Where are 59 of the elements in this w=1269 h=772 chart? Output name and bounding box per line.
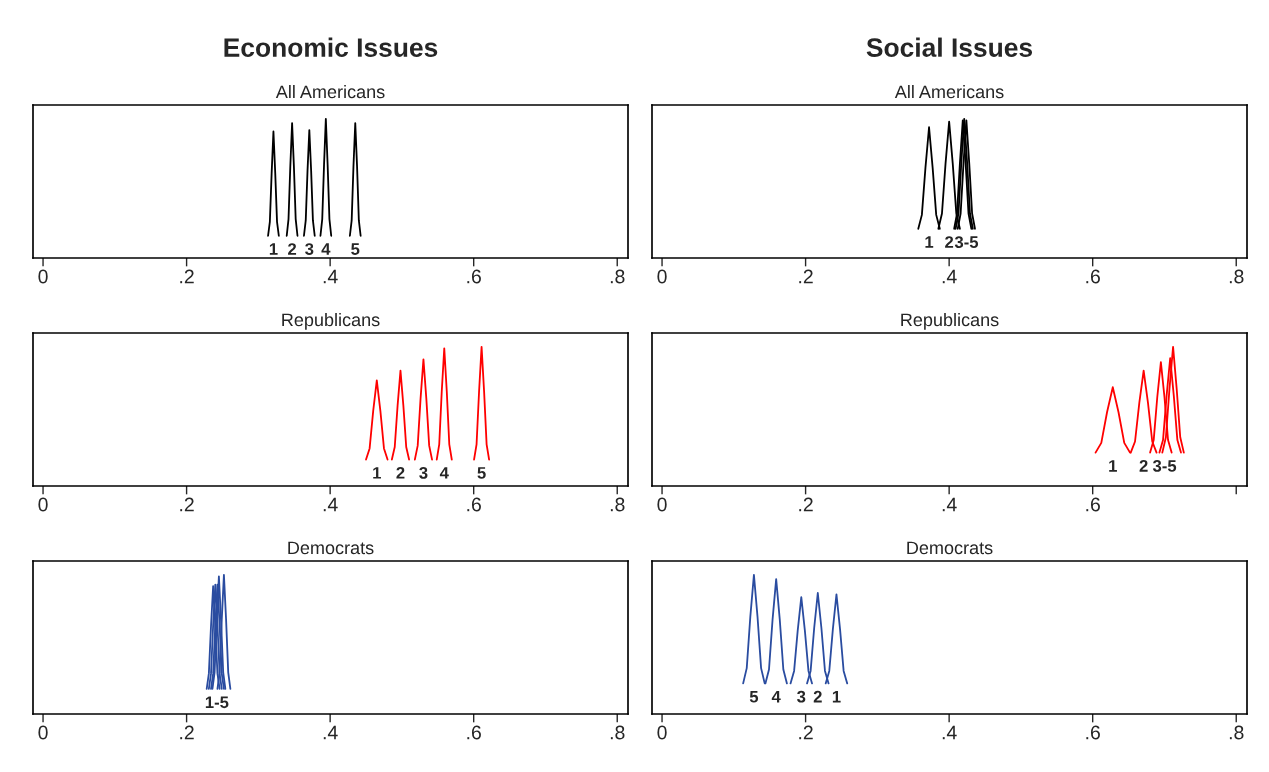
x-tick-label: .6 xyxy=(467,725,481,740)
x-tick-label: .4 xyxy=(942,725,957,740)
annotation: 2 xyxy=(945,236,954,248)
x-tick-label: .4 xyxy=(942,497,957,512)
annotation: 4 xyxy=(439,467,449,479)
x-tick-label: .4 xyxy=(323,269,338,284)
x-tick-label: 0 xyxy=(38,269,48,284)
annotation: 5 xyxy=(749,690,759,703)
x-tick-label: .4 xyxy=(323,725,338,740)
x-tick-label: .4 xyxy=(323,497,338,512)
x-tick-label: .8 xyxy=(1229,725,1244,740)
x-tick-label: .6 xyxy=(1086,725,1100,740)
chart-subtitle: All Americans xyxy=(275,84,385,99)
chart-title: Democrats xyxy=(288,541,374,555)
annotation: 1 xyxy=(1109,460,1117,472)
x-tick-label: .8 xyxy=(610,725,625,740)
annotation: 2 xyxy=(288,243,297,255)
annotation: 3 xyxy=(797,690,806,703)
annotation: 1 xyxy=(373,467,381,479)
x-tick-label: .2 xyxy=(180,497,194,512)
chart-title: Democrats xyxy=(907,541,993,555)
x-tick-label: .8 xyxy=(1229,269,1244,284)
x-tick-label: 0 xyxy=(657,497,667,512)
chart-title: Social Issues xyxy=(866,37,1033,57)
annotation: 3-5 xyxy=(954,236,979,248)
annotation: 3 xyxy=(419,466,428,479)
x-tick-label: .6 xyxy=(1086,497,1100,512)
annotation: 3-5 xyxy=(1152,460,1177,472)
chart-title: Republicans xyxy=(282,312,380,330)
x-tick-label: .8 xyxy=(610,497,625,512)
chart-subtitle: All Americans xyxy=(894,84,1004,99)
annotation: 3 xyxy=(305,243,314,255)
annotation: 5 xyxy=(351,243,360,255)
annotation: 4 xyxy=(771,690,781,703)
annotation: 2 xyxy=(1139,460,1148,472)
x-tick-label: .2 xyxy=(180,725,194,740)
x-tick-label: 0 xyxy=(657,725,667,740)
x-tick-label: .6 xyxy=(467,497,481,512)
x-tick-label: .2 xyxy=(799,269,813,284)
x-tick-label: .6 xyxy=(467,269,481,284)
x-tick-label: .8 xyxy=(610,269,625,284)
annotation: 2 xyxy=(396,466,405,479)
x-tick-label: 0 xyxy=(657,269,667,284)
annotation: 5 xyxy=(477,467,486,479)
annotation: 2 xyxy=(813,690,822,703)
x-tick-label: .2 xyxy=(799,497,813,512)
x-tick-label: .4 xyxy=(942,269,957,284)
x-tick-label: .6 xyxy=(1086,269,1100,284)
annotation: 1 xyxy=(925,236,934,248)
annotation: 1 xyxy=(832,690,841,703)
annotation: 1 xyxy=(269,243,278,255)
chart-title: Economic Issues xyxy=(224,37,438,57)
annotation: 4 xyxy=(321,243,331,255)
chart-title: Republicans xyxy=(901,312,999,330)
x-tick-label: .2 xyxy=(180,269,194,284)
annotation: 1-5 xyxy=(205,696,229,709)
x-tick-label: 0 xyxy=(38,725,48,740)
x-tick-label: 0 xyxy=(38,497,48,512)
x-tick-label: .2 xyxy=(799,725,813,740)
